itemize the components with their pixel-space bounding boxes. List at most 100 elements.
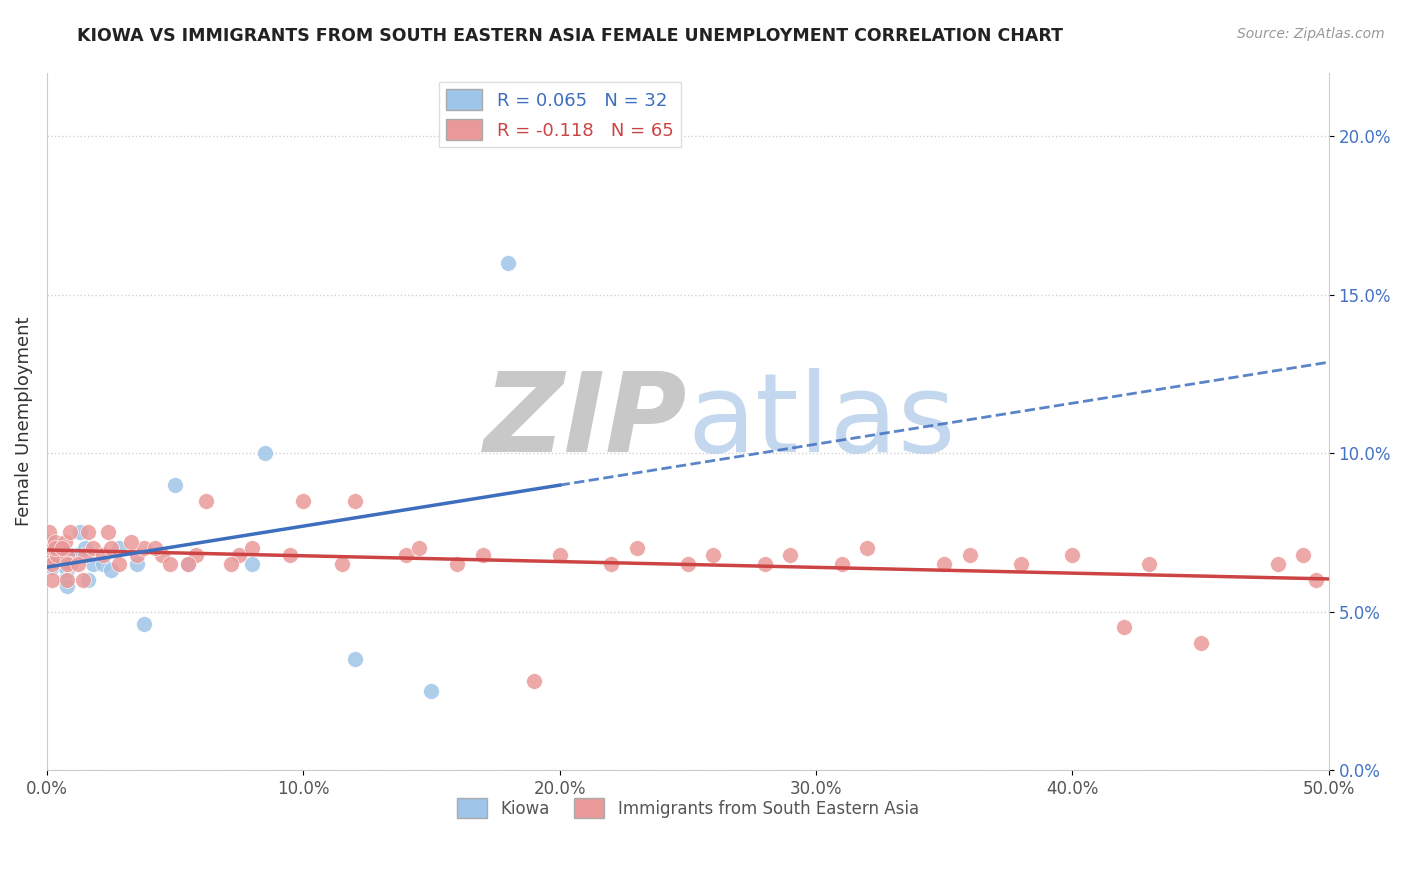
Point — [38, 548, 60, 562]
Point — [46, 554, 69, 568]
Point — [121, 534, 143, 549]
Point — [150, 548, 173, 562]
Point — [626, 541, 648, 556]
Point — [702, 548, 724, 562]
Point — [41, 538, 63, 552]
Point — [330, 557, 353, 571]
Point — [91, 548, 114, 562]
Point — [51, 541, 73, 556]
Point — [134, 541, 156, 556]
Point — [934, 557, 956, 571]
Text: Source: ZipAtlas.com: Source: ZipAtlas.com — [1237, 27, 1385, 41]
Point — [38, 534, 60, 549]
Text: KIOWA VS IMMIGRANTS FROM SOUTH EASTERN ASIA FEMALE UNEMPLOYMENT CORRELATION CHAR: KIOWA VS IMMIGRANTS FROM SOUTH EASTERN A… — [77, 27, 1063, 45]
Text: ZIP: ZIP — [484, 368, 688, 475]
Point — [53, 573, 76, 587]
Point — [41, 560, 63, 574]
Point — [53, 554, 76, 568]
Point — [184, 548, 207, 562]
Point — [343, 652, 366, 666]
Point — [51, 541, 73, 556]
Point — [194, 493, 217, 508]
Text: atlas: atlas — [688, 368, 956, 475]
Point — [56, 557, 79, 571]
Point — [44, 534, 66, 549]
Point — [59, 525, 82, 540]
Point — [177, 557, 200, 571]
Point — [253, 446, 276, 460]
Point — [856, 541, 879, 556]
Point — [280, 548, 302, 562]
Point — [471, 548, 494, 562]
Point — [44, 550, 66, 565]
Point — [408, 541, 430, 556]
Point — [41, 541, 63, 556]
Point — [1010, 557, 1032, 571]
Point — [134, 617, 156, 632]
Point — [1292, 548, 1315, 562]
Point — [91, 557, 114, 571]
Point — [41, 573, 63, 587]
Point — [66, 548, 89, 562]
Point — [56, 573, 79, 587]
Point — [959, 548, 981, 562]
Point — [1062, 548, 1084, 562]
Point — [1189, 636, 1212, 650]
Point — [240, 541, 263, 556]
Point — [107, 541, 129, 556]
Point — [56, 579, 79, 593]
Point — [125, 557, 148, 571]
Point — [498, 256, 520, 270]
Point — [41, 548, 63, 562]
Point — [1112, 620, 1135, 634]
Point — [66, 557, 89, 571]
Point — [69, 525, 91, 540]
Point — [82, 557, 104, 571]
Point — [72, 573, 94, 587]
Point — [51, 557, 73, 571]
Point — [41, 557, 63, 571]
Point — [82, 541, 104, 556]
Point — [77, 573, 100, 587]
Point — [77, 525, 100, 540]
Point — [676, 557, 699, 571]
Point — [1137, 557, 1160, 571]
Point — [292, 493, 315, 508]
Point — [75, 541, 97, 556]
Point — [240, 557, 263, 571]
Y-axis label: Female Unemployment: Female Unemployment — [15, 317, 32, 526]
Point — [56, 548, 79, 562]
Point — [177, 557, 200, 571]
Point — [523, 674, 546, 689]
Point — [44, 541, 66, 556]
Point — [100, 541, 122, 556]
Point — [600, 557, 623, 571]
Point — [548, 548, 571, 562]
Point — [395, 548, 418, 562]
Point — [831, 557, 853, 571]
Point — [38, 557, 60, 571]
Point — [165, 478, 187, 492]
Legend: Kiowa, Immigrants from South Eastern Asia: Kiowa, Immigrants from South Eastern Asi… — [450, 792, 925, 824]
Point — [143, 541, 166, 556]
Point — [1305, 573, 1327, 587]
Point — [100, 563, 122, 577]
Point — [75, 548, 97, 562]
Point — [159, 557, 181, 571]
Point — [107, 557, 129, 571]
Point — [44, 554, 66, 568]
Point — [343, 493, 366, 508]
Point — [97, 525, 120, 540]
Point — [53, 534, 76, 549]
Point — [59, 548, 82, 562]
Point — [59, 557, 82, 571]
Point — [420, 683, 443, 698]
Point — [754, 557, 776, 571]
Point — [46, 548, 69, 562]
Point — [446, 557, 468, 571]
Point — [44, 541, 66, 556]
Point — [779, 548, 801, 562]
Point — [38, 525, 60, 540]
Point — [125, 548, 148, 562]
Point — [221, 557, 243, 571]
